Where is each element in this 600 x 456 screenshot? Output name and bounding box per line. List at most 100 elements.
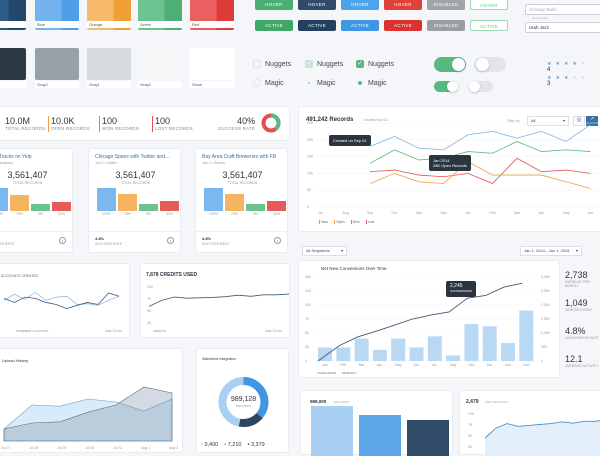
info-icon[interactable]: i bbox=[274, 237, 281, 244]
pie-slice bbox=[218, 377, 269, 427]
radio-magic-2[interactable]: Magic bbox=[305, 79, 336, 87]
hover-button[interactable]: HOVER bbox=[384, 0, 422, 10]
radio-magic-1[interactable]: Magic bbox=[253, 79, 284, 87]
monthly-bar bbox=[446, 355, 461, 361]
upload-area bbox=[3, 386, 173, 442]
series-line bbox=[148, 293, 290, 307]
y-tick-right: 2,500 bbox=[541, 289, 550, 293]
star-rating-3[interactable]: ★★★★★ 3 bbox=[547, 75, 590, 87]
x-tick: Aug bbox=[450, 363, 456, 367]
team-input-1[interactable]: Chicago Bulls bbox=[525, 4, 600, 15]
swatch-label: Gray1 bbox=[87, 81, 131, 88]
disabled-button[interactable]: DISABLED bbox=[427, 20, 465, 31]
swatch-label: Green bbox=[138, 21, 182, 28]
x-tick: Oct bbox=[392, 211, 397, 215]
success-donut bbox=[261, 113, 281, 133]
summary-card[interactable]: Chicago Spans with Twitter and... Jan 2 … bbox=[88, 148, 182, 253]
line-chart-view-button[interactable]: ↗ bbox=[586, 116, 598, 126]
monthly-bar bbox=[409, 347, 424, 361]
y-tick: 200 bbox=[307, 138, 313, 142]
records-line-chart: 250 200 150 100 50 0 Jul Aug Sep Oct Nov Dec Jan Feb M… bbox=[307, 121, 599, 215]
info-icon[interactable]: i bbox=[167, 237, 174, 244]
monthly-bar bbox=[464, 324, 479, 361]
active-button[interactable]: ACTIVE bbox=[298, 20, 336, 31]
active-button[interactable]: ACTIVE bbox=[255, 20, 293, 31]
x-tick: Mar bbox=[514, 211, 521, 215]
active-button[interactable]: ACTIVE bbox=[341, 20, 379, 31]
monthly-bar bbox=[336, 347, 351, 361]
summary-bar bbox=[52, 201, 71, 211]
checkbox-icon bbox=[253, 60, 261, 68]
toggle-off-small[interactable] bbox=[469, 81, 493, 92]
y-tick: 25 bbox=[147, 321, 151, 325]
side-stat: 4.8% CONVERSION RATE bbox=[565, 326, 599, 340]
gray-swatch bbox=[0, 48, 26, 80]
toggle-on-large[interactable] bbox=[434, 57, 466, 72]
checkbox-label: Nuggets bbox=[317, 60, 344, 68]
y-tick: 150 bbox=[307, 155, 313, 159]
records-bar bbox=[359, 415, 401, 456]
summary-card[interactable]: Taco Trucks on Yelp Jan 2 • Business 3,5… bbox=[0, 148, 74, 253]
radio-icon bbox=[305, 79, 313, 87]
x-tick: Jan bbox=[322, 363, 328, 367]
x-tick: Mar bbox=[359, 363, 366, 367]
checkbox-nuggets-1[interactable]: Nuggets bbox=[253, 60, 291, 68]
date-range-select[interactable]: Jan 1, 2014 - Jan 1, 2015 ▾ bbox=[520, 246, 582, 256]
star-rating-4[interactable]: ★★★★★ 4 bbox=[547, 61, 590, 73]
y-tick-right: 2,000 bbox=[541, 303, 550, 307]
hover-button[interactable]: HOVER bbox=[298, 0, 336, 10]
radio-label: Magic bbox=[265, 79, 284, 87]
check-icon: ✓ bbox=[305, 60, 313, 68]
y-tick-right: 500 bbox=[541, 345, 547, 349]
info-icon[interactable]: i bbox=[59, 237, 66, 244]
x-tick: Jan bbox=[465, 211, 471, 215]
y-tick: 75 bbox=[147, 297, 151, 301]
active-button[interactable]: ACTIVE bbox=[470, 20, 508, 31]
radio-magic-3[interactable]: Magic bbox=[356, 79, 387, 87]
stat-open: 10.0K OPEN RECORDS bbox=[48, 116, 90, 132]
y-tick: 50 bbox=[307, 188, 311, 192]
tooltip-created: Created on Sep 01 bbox=[329, 135, 371, 146]
toggle-off-large[interactable] bbox=[474, 57, 506, 72]
y-tick: 75 bbox=[468, 423, 472, 427]
checkbox-nuggets-3[interactable]: ✓ Nuggets bbox=[356, 60, 394, 68]
filter-select[interactable]: All ▾ bbox=[527, 116, 569, 126]
y-tick-left: 0 bbox=[305, 359, 307, 363]
summary-bar bbox=[0, 188, 8, 211]
x-tick: Sep bbox=[367, 211, 373, 215]
team-input-2[interactable]: Utah Jazz bbox=[525, 22, 600, 33]
x-tick: Jul 27 bbox=[1, 446, 10, 450]
x-tick: May bbox=[563, 211, 570, 215]
y-tick: 0 bbox=[307, 205, 309, 209]
y-tick: 50 bbox=[147, 309, 151, 313]
new-records-line bbox=[484, 420, 600, 439]
x-tick: Jul bbox=[432, 363, 437, 367]
team-input-label: Home Team bbox=[531, 16, 550, 21]
segments-select[interactable]: All Segments ▾ bbox=[302, 246, 347, 256]
x-tick: Nov bbox=[416, 211, 422, 215]
disabled-button[interactable]: DISABLED bbox=[427, 0, 465, 10]
hover-button[interactable]: HOVER bbox=[470, 0, 508, 10]
gray-swatch bbox=[35, 48, 79, 80]
pie-slice bbox=[218, 377, 269, 427]
y-tick-left: 75 bbox=[305, 317, 309, 321]
radio-label: Magic bbox=[317, 79, 336, 87]
side-stat: 1,049 NEW RECORDS bbox=[565, 298, 592, 312]
toggle-on-small[interactable] bbox=[434, 81, 458, 92]
summary-card[interactable]: Bay Area Craft Breweries with FB Jan 2 •… bbox=[195, 148, 289, 253]
hover-button[interactable]: HOVER bbox=[341, 0, 379, 10]
bar-chart-view-button[interactable]: ▥ bbox=[573, 116, 585, 126]
checkbox-nuggets-2[interactable]: ✓ Nuggets bbox=[305, 60, 343, 68]
y-tick: 100 bbox=[468, 412, 474, 416]
x-tick: Jun bbox=[414, 363, 420, 367]
radio-icon bbox=[356, 79, 364, 87]
records-bar-card: 989,000 RECORDS bbox=[300, 390, 453, 456]
records-legend: New Open Won Lost bbox=[319, 220, 375, 224]
stat-won: 100 WON RECORDS bbox=[99, 116, 139, 132]
y-tick-left: 150 bbox=[305, 275, 311, 279]
hover-button[interactable]: HOVER bbox=[255, 0, 293, 10]
summary-bar bbox=[139, 203, 158, 211]
stat-success: 40% SUCCESS RATE bbox=[218, 116, 256, 131]
active-button[interactable]: ACTIVE bbox=[384, 20, 422, 31]
y-tick-right: 1,000 bbox=[541, 331, 550, 335]
